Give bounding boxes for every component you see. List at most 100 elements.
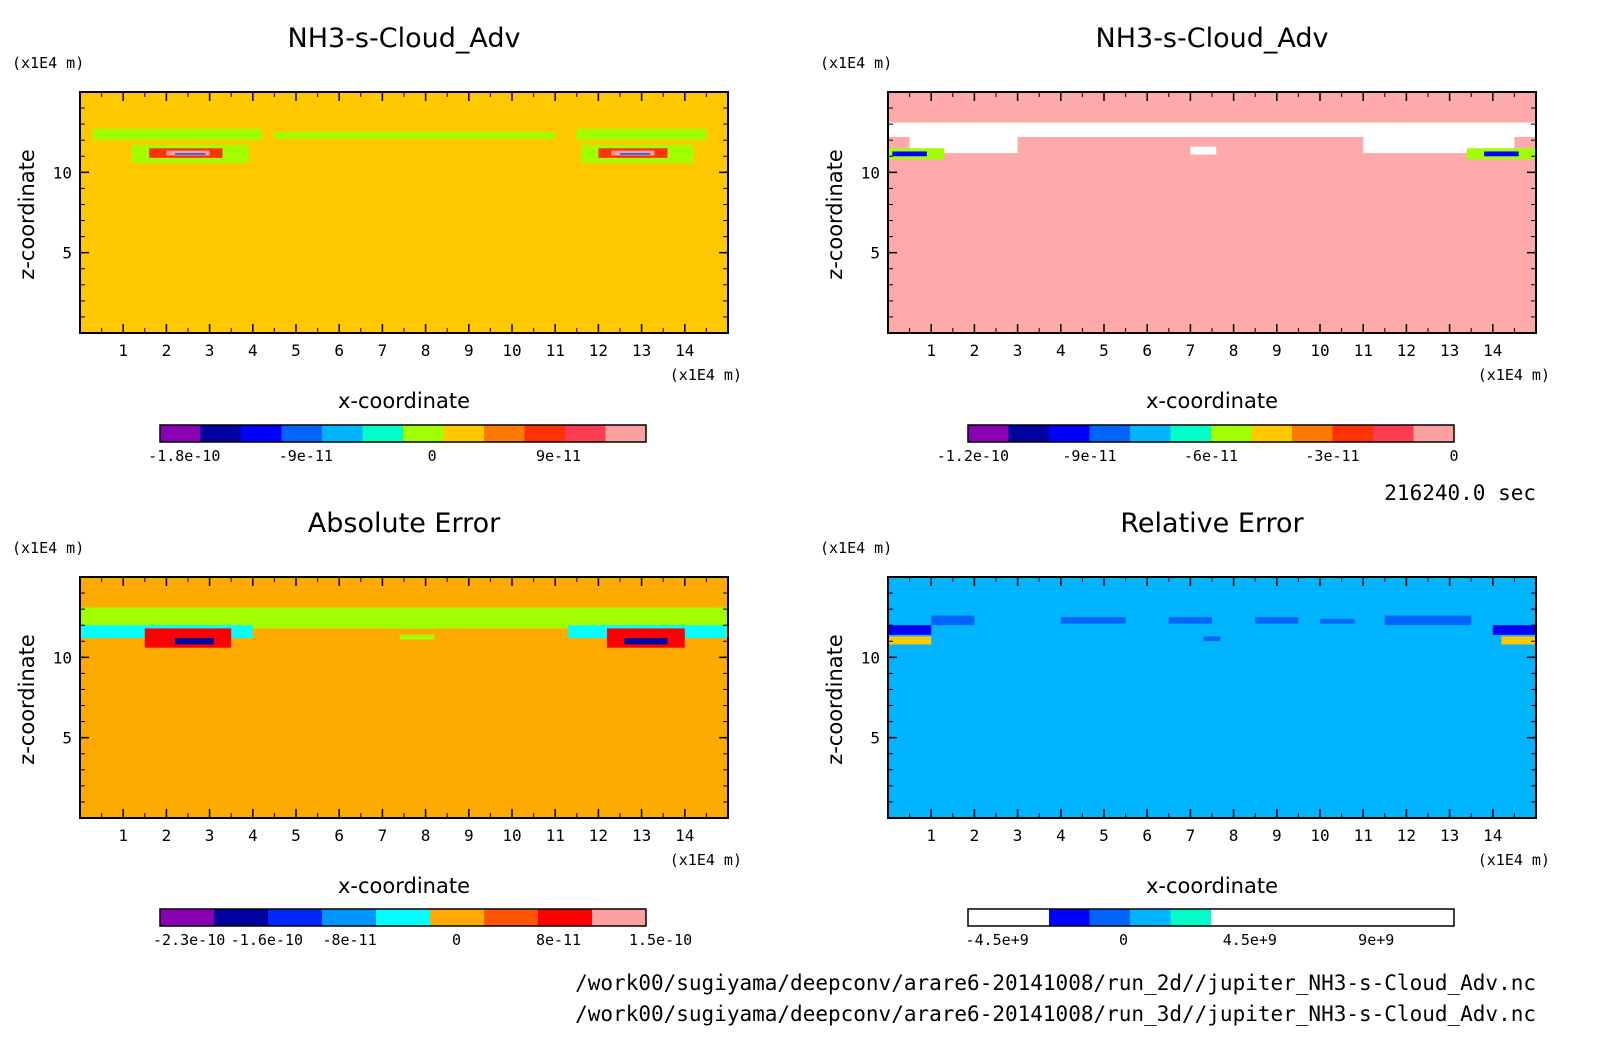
- colorbar-swatch: [214, 909, 269, 926]
- y-axis-label: z-coordinate: [823, 634, 847, 765]
- x-tick-label: 2: [970, 826, 980, 845]
- colorbar-swatch: [484, 909, 539, 926]
- x-tick-label: 6: [334, 341, 344, 360]
- field-features: [92, 128, 707, 163]
- x-tick-label: 4: [1056, 341, 1066, 360]
- x-tick-label: 5: [291, 826, 301, 845]
- chart-panel-2: NH3-s-Cloud_Adv(x1E4 m)1 2 3 4 5 6 7 8 9 10 11 12 13…: [820, 23, 1550, 465]
- x-tick-label: 8: [421, 826, 431, 845]
- field-feature: [1255, 617, 1299, 624]
- colorbar: -1.8e-10 -9e-11 0 9e-11: [148, 424, 647, 465]
- colorbar-swatch: [443, 425, 485, 442]
- field-feature: [888, 636, 932, 645]
- colorbar-tick-label: -9e-11: [279, 447, 333, 465]
- colorbar-swatch: [1373, 425, 1414, 442]
- x-axis-label: x-coordinate: [1146, 874, 1278, 898]
- field-feature: [888, 122, 1536, 137]
- colorbar-swatch: [241, 425, 282, 442]
- x-tick-label: 10: [502, 826, 521, 845]
- x-tick-label: 5: [1099, 341, 1109, 360]
- x-tick-label: 14: [675, 826, 694, 845]
- x-tick-label: 11: [546, 341, 565, 360]
- field-feature: [166, 150, 210, 156]
- chart-title: NH3-s-Cloud_Adv: [288, 23, 521, 54]
- colorbar: -4.5e+9 0 4.5e+9 9e+9: [966, 908, 1455, 949]
- colorbar-swatch: [1049, 425, 1090, 442]
- field-features: [888, 615, 1536, 645]
- field-feature: [175, 153, 206, 155]
- colorbar-swatch: [1413, 425, 1455, 442]
- field-feature: [1320, 618, 1355, 624]
- colorbar-tick-label: 0: [428, 447, 437, 465]
- x-tick-label: 6: [1142, 826, 1152, 845]
- x-tick-label: 7: [1186, 341, 1196, 360]
- colorbar-swatch: [1332, 909, 1374, 926]
- colorbar-swatch: [968, 909, 1009, 926]
- colorbar-tick-label: -8e-11: [322, 931, 376, 949]
- colorbar-swatch: [968, 425, 1009, 442]
- colorbar-tick-label: -4.5e+9: [966, 931, 1029, 949]
- colorbar-swatch: [1089, 909, 1131, 926]
- x-tick-label: 13: [632, 826, 651, 845]
- colorbar-swatch: [1292, 425, 1333, 442]
- colorbar-swatch: [484, 425, 525, 442]
- x-tick-label: 11: [546, 826, 565, 845]
- field-feature: [274, 132, 556, 139]
- x-tick-label: 12: [589, 341, 608, 360]
- colorbar-tick-label: 4.5e+9: [1223, 931, 1277, 949]
- field-feature: [175, 638, 214, 645]
- y-tick-label: 5: [62, 729, 72, 748]
- colorbar-swatch: [1292, 909, 1333, 926]
- field-feature: [92, 128, 262, 141]
- x-unit-label: (x1E4 m): [1478, 366, 1550, 384]
- x-tick-label: 12: [1397, 826, 1416, 845]
- x-tick-label: 7: [378, 341, 388, 360]
- x-axis-label: x-coordinate: [338, 389, 470, 413]
- x-axis-label: x-coordinate: [338, 874, 470, 898]
- colorbar-tick-label: 9e-11: [536, 447, 581, 465]
- x-tick-label: 2: [162, 826, 172, 845]
- colorbar-swatch: [1008, 909, 1050, 926]
- x-tick-label: 10: [1310, 341, 1329, 360]
- x-tick-label: 11: [1354, 826, 1373, 845]
- field-feature: [1484, 151, 1519, 157]
- x-tick-label: 14: [1483, 341, 1502, 360]
- colorbar-tick-label: 0: [1449, 447, 1458, 465]
- x-tick-label: 1: [926, 341, 936, 360]
- x-tick-label: 4: [248, 341, 258, 360]
- field-feature: [888, 625, 932, 635]
- colorbar-swatch: [1008, 425, 1050, 442]
- colorbar-swatch: [1211, 909, 1252, 926]
- x-tick-label: 6: [1142, 341, 1152, 360]
- colorbar-swatch: [1211, 425, 1252, 442]
- colorbar-tick-label: 0: [452, 931, 461, 949]
- colorbar-tick-label: -1.8e-10: [148, 447, 220, 465]
- colorbar-tick-label: -9e-11: [1062, 447, 1116, 465]
- colorbar-swatch: [1130, 425, 1171, 442]
- colorbar-tick-label: -3e-11: [1305, 447, 1359, 465]
- x-tick-label: 7: [1186, 826, 1196, 845]
- field-feature: [624, 638, 668, 645]
- colorbar-swatch: [268, 909, 323, 926]
- x-unit-label: (x1E4 m): [670, 851, 742, 869]
- field-feature: [620, 153, 651, 155]
- colorbar-swatch: [1373, 909, 1414, 926]
- x-tick-label: 10: [502, 341, 521, 360]
- footer-path: /work00/sugiyama/deepconv/arare6-2014100…: [575, 971, 1536, 995]
- chart-panel-3: Absolute Error(x1E4 m)1 2 3 4 5 6 7 8 9 10 11 12 13 1…: [12, 508, 742, 949]
- colorbar-swatch: [1170, 909, 1212, 926]
- colorbar-tick-label: 9e+9: [1358, 931, 1394, 949]
- x-tick-label: 14: [1483, 826, 1502, 845]
- y-tick-label: 5: [62, 244, 72, 263]
- field-features: [888, 122, 1536, 160]
- x-tick-label: 2: [162, 341, 172, 360]
- x-tick-label: 13: [1440, 341, 1459, 360]
- colorbar-tick-label: -6e-11: [1184, 447, 1238, 465]
- x-tick-label: 7: [378, 826, 388, 845]
- y-unit-label: (x1E4 m): [820, 54, 892, 72]
- colorbar-tick-label: 0: [1119, 931, 1128, 949]
- y-unit-label: (x1E4 m): [12, 54, 84, 72]
- colorbar-swatch: [1170, 425, 1212, 442]
- field-feature: [1168, 617, 1212, 624]
- colorbar-swatch: [160, 425, 201, 442]
